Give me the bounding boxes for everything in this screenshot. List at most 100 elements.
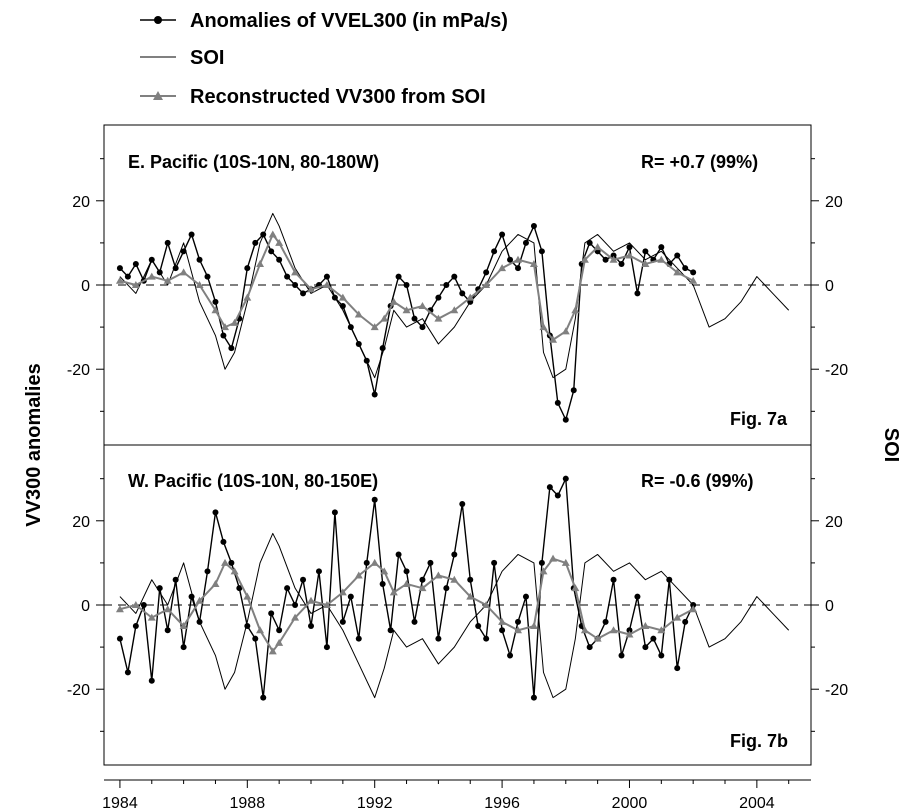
panel-a-series-reconstructed-point [689,276,698,284]
panel-a-series-reconstructed-point [179,268,188,276]
panel-b-series-vvel300-point [530,694,537,701]
panel-b-series-vvel300-point [292,602,299,608]
panel-a-series-vvel300-point [459,290,466,297]
panel-b-series-vvel300-point [300,576,307,583]
panel-a-series-reconstructed-point [482,281,491,288]
panel-a-series-vvel300-point [530,223,537,230]
panel-b-series-vvel300-point [435,635,442,642]
panel-a-series-vvel300-point [188,231,195,238]
panel-b-series-vvel300-point [252,635,259,642]
panel-b-series-reconstructed-point [307,596,316,604]
panel-a-series-vvel300-point [411,315,418,322]
panel-b-series-vvel300-point [323,644,330,651]
panel-b-series-vvel300-point [411,618,418,625]
panel-b-plot: 20 20 0 0 -20 -20 [67,475,848,732]
panel-a-series-vvel300-point [244,265,251,272]
panel-a-series-vvel300-point [554,399,561,406]
panel-a-series-reconstructed-point [539,323,548,331]
panel-a-series-vvel300-point [610,252,617,259]
panel-b-series-vvel300-point [602,618,609,625]
panel-b-series-reconstructed-point [580,626,589,634]
panel-b-series-vvel300-point [515,618,522,625]
panel-a-series-vvel300-point [499,231,506,238]
panel-b-series-reconstructed-point [221,558,230,566]
panel-b-series-reconstructed-point [195,596,204,604]
panel-a-series-reconstructed-point [389,297,398,305]
panel-a-series-vvel300-point [403,282,410,288]
panel-b-series-vvel300-point [371,496,378,503]
panel-b-series-reconstructed-point [370,558,379,566]
panel-a-series-vvel300-point [626,244,633,251]
panel-b-right-tick-label: 20 [825,514,843,531]
panel-a-series-reconstructed-point [370,323,379,331]
panel-a-series-reconstructed-point [380,314,389,322]
panel-b-series-reconstructed-point [561,558,570,566]
panel-a-series-reconstructed-point [291,268,300,276]
panel-a-correlation: R= +0.7 (99%) [641,152,758,172]
panel-a-series-vvel300-point [522,239,529,246]
panel-b-series-vvel300-point [308,623,315,630]
panel-a-series-vvel300-point [538,248,545,255]
panel-b-series-vvel300-point [427,559,434,566]
panel-a-series-vvel300-point [586,239,593,246]
panel-a-series-reconstructed-point [115,276,124,284]
x-tick-label: 1996 [484,795,520,812]
panel-b-series-vvel300-point [132,623,139,630]
panel-b-series-vvel300-point [236,585,243,592]
panel-b-series-vvel300-point [507,652,514,659]
panel-a-series-vvel300-point [252,239,259,246]
panel-a-series-vvel300-point [276,256,283,263]
panel-b-series-reconstructed-point [657,626,666,634]
panel-a-series-vvel300-point [658,244,665,251]
panel-b-series-reconstructed-point [609,626,618,634]
panel-b-correlation: R= -0.6 (99%) [641,471,754,491]
panel-b-series-vvel300-point [491,559,498,566]
panel-b-series-vvel300-point [260,694,267,701]
panel-b-series-reconstructed-point [131,601,140,608]
panel-b-series-vvel300-point [355,635,362,642]
panel-a-fig-label: Fig. 7a [730,409,788,429]
panel-b-series-reconstructed-point [211,579,220,587]
panel-b-series-vvel300-point [618,652,625,659]
panel-a-series-vvel300-point [443,282,450,288]
panel-b-series-vvel300-point [658,652,665,659]
panel-a-series-reconstructed-point [322,281,331,288]
panel-b-right-tick-label: 0 [825,598,834,615]
panel-a-series-reconstructed-point [498,264,507,272]
panel-a-series-vvel300-point [419,324,426,331]
panel-a-right-tick-label: 20 [825,194,843,211]
panel-a-series-vvel300-point [292,282,299,288]
panel-a-series-reconstructed-point [243,293,252,301]
panel-b-series-vvel300-point [268,610,275,617]
panel-b-series-reconstructed-point [482,601,491,608]
panel-a-series-reconstructed-point [657,255,666,263]
x-axis-ticks: 1984 1988 1992 1996 2000 2004 [102,780,790,812]
panel-a-title: E. Pacific (10S-10N, 80-180W) [128,152,379,172]
legend: Anomalies of VVEL300 (in mPa/s) SOI Reco… [140,10,508,108]
panel-b-series-reconstructed-point [322,601,331,608]
panel-a-series-reconstructed-point [625,251,634,259]
panel-a-series-reconstructed-point [221,323,230,331]
panel-a-series-vvel300-point [395,273,402,280]
panel-b-series-vvel300-point [451,551,458,558]
panel-b-series-reconstructed-point [354,571,363,579]
panel-b-series-vvel300-point [522,593,529,600]
panel-a-right-tick-label: -20 [825,362,848,379]
panel-b-series-reconstructed-point [380,567,389,575]
panel-b-series-reconstructed-point [243,592,252,600]
panel-b-series-reconstructed-point [268,647,277,655]
panel-b-series-vvel300-point [339,618,346,625]
panel-b-series-vvel300-point [682,618,689,625]
panel-b-series-vvel300-point [116,635,123,642]
panel-a-series-vvel300-point [212,298,219,305]
panel-a-series-vvel300-point [483,269,490,276]
panel-b-series-soi-line [119,532,790,699]
panel-b-series-vvel300-point [586,644,593,651]
panel-a-series-vvel300-point [618,260,625,267]
panel-b-series-vvel300-point [228,559,235,566]
panel-b-series-vvel300-point [379,580,386,587]
panel-a-series-vvel300-point [220,332,227,339]
panel-b-series-vvel300-point [284,585,291,592]
panel-a-series-vvel300-point [690,269,697,276]
